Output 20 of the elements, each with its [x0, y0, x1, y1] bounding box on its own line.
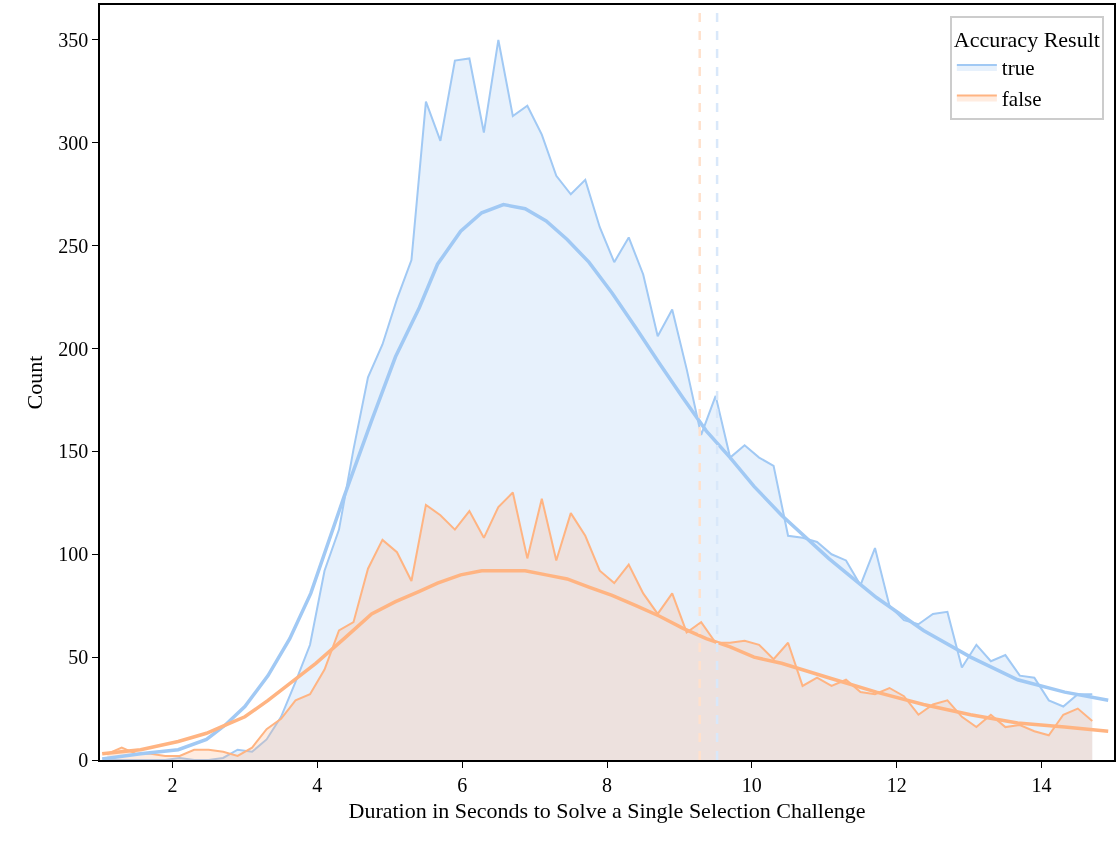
y-tick-label: 50 — [68, 646, 89, 669]
x-tick-label: 12 — [886, 773, 907, 796]
x-tick-label: 2 — [167, 773, 178, 796]
y-tick-label: 350 — [58, 28, 89, 51]
x-tick-label: 14 — [1031, 773, 1052, 796]
x-axis-title: Duration in Seconds to Solve a Single Selection Challenge — [348, 798, 866, 824]
legend-label: true — [1001, 56, 1035, 81]
y-tick-label: 100 — [58, 543, 89, 566]
x-tick-label: 6 — [457, 773, 468, 796]
y-tick-label: 250 — [58, 234, 89, 257]
legend-label: false — [1001, 86, 1042, 111]
x-tick-label: 8 — [602, 773, 612, 796]
x-tick-label: 4 — [312, 773, 323, 796]
y-axis-title: Count — [21, 355, 47, 410]
y-tick-label: 300 — [58, 131, 89, 154]
y-tick-label: 200 — [58, 337, 89, 360]
y-tick-label: 0 — [78, 749, 89, 771]
x-tick-label: 10 — [741, 773, 762, 796]
y-tick-label: 150 — [58, 440, 89, 463]
legend-title: Accuracy Result — [953, 26, 1100, 52]
